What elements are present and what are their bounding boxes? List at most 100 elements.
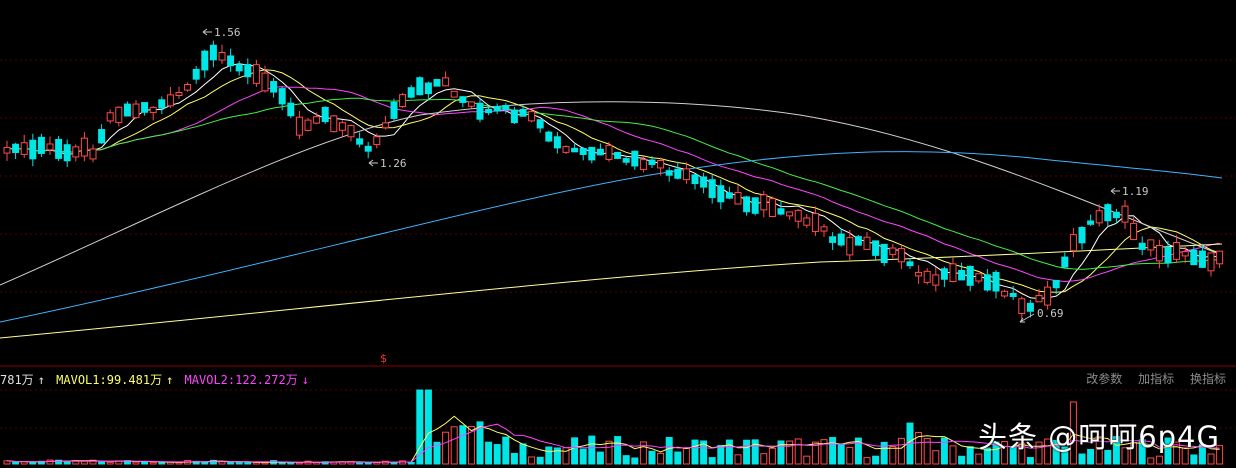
candle-up <box>132 103 140 119</box>
candle-up <box>20 142 28 155</box>
candle-down <box>751 197 759 214</box>
candle-up <box>915 271 923 277</box>
candle-down <box>364 145 372 152</box>
volume-bar-down <box>631 457 639 465</box>
candle-up <box>218 52 226 61</box>
vol-value: 781万 <box>0 373 34 387</box>
candle-up <box>1001 290 1009 297</box>
volume-bar-down <box>433 441 441 465</box>
volume-bar-down <box>751 439 759 465</box>
candle-down <box>37 136 45 154</box>
volume-bar-up <box>605 440 613 465</box>
volume-bar-down <box>992 441 1000 465</box>
volume-bar-up <box>1155 455 1163 465</box>
candle-down <box>1190 249 1198 266</box>
candle-down <box>235 64 243 72</box>
candle-up <box>1095 210 1103 224</box>
volume-bar-up <box>932 450 940 465</box>
candle-down <box>700 176 708 188</box>
volume-bar-up <box>175 462 183 465</box>
candle-down <box>1087 220 1095 225</box>
ma20-line <box>6 86 1220 283</box>
volume-bar-up <box>1173 441 1181 465</box>
mavol2-line <box>6 423 1220 463</box>
volume-bar-down <box>725 439 733 465</box>
candle-down <box>1009 292 1017 297</box>
volume-bar-down <box>407 461 415 465</box>
candle-down <box>123 103 131 117</box>
candle-up <box>1069 234 1077 252</box>
candle-up <box>80 137 88 157</box>
volume-bar-down <box>493 444 501 465</box>
candle-down <box>854 236 862 246</box>
candle-down <box>502 104 510 111</box>
candle-up <box>72 146 80 158</box>
volume-bar-down <box>1078 453 1086 465</box>
candle-down <box>1052 279 1060 289</box>
candle-up <box>863 236 871 250</box>
candle-up <box>1018 298 1026 314</box>
candle-up <box>562 146 570 153</box>
volume-bar-down <box>614 436 622 465</box>
candle-down <box>1198 250 1206 268</box>
candle-down <box>424 82 432 95</box>
candle-down <box>476 102 484 120</box>
price-annotations: 1.56 1.26 1.19 0.69 $ <box>202 26 1149 365</box>
volume-bar-up <box>846 446 854 465</box>
candle-up <box>846 237 854 256</box>
volume-bar-up <box>1181 447 1189 465</box>
volume-bar-up <box>794 438 802 465</box>
volume-bar-down <box>1052 439 1060 465</box>
volume-bar-up <box>1044 438 1052 465</box>
modify-params-button[interactable]: 改参数 <box>1086 372 1123 386</box>
volume-bar-down <box>665 436 673 465</box>
candle-up <box>528 111 536 122</box>
volume-bar-down <box>519 443 527 465</box>
candle-up <box>467 101 475 107</box>
change-indicator-button[interactable]: 换指标 <box>1189 372 1226 386</box>
volume-bar-down <box>63 461 71 465</box>
volume-bar-up <box>923 437 931 465</box>
candle-down <box>596 148 604 156</box>
volume-bar-up <box>768 447 776 465</box>
candle-down <box>63 144 71 162</box>
volume-bar-down <box>1061 446 1069 465</box>
candle-up <box>1173 242 1181 260</box>
add-indicator-button[interactable]: 加指标 <box>1138 372 1175 386</box>
candle-up <box>381 122 389 129</box>
vol-arrow: ↑ <box>37 373 45 387</box>
annotation-arrow <box>1019 313 1035 323</box>
candle-up <box>820 226 828 232</box>
candle-down <box>244 64 252 78</box>
volume-legend: 781万 ↑ MAVOL1:99.481万 ↑ MAVOL2:122.272万 ↓ <box>0 371 313 388</box>
candle-up <box>347 125 355 138</box>
volume-bar-down <box>287 462 295 465</box>
candle-up <box>1130 222 1138 241</box>
candle-down <box>725 192 733 199</box>
candle-down <box>829 236 837 243</box>
volume-bar-up <box>442 431 450 465</box>
candle-down <box>55 138 63 159</box>
annotation-arrow <box>202 28 212 36</box>
candle-up <box>295 116 303 136</box>
volume-bar-up <box>1018 442 1026 465</box>
volume-bar-up <box>1069 401 1077 465</box>
candle-up <box>330 115 338 133</box>
indicator-toolbar: 改参数 加指标 换指标 <box>1074 370 1226 387</box>
volume-bar-up <box>261 462 269 465</box>
candle-down <box>536 119 544 129</box>
volume-bar-down <box>648 450 656 465</box>
candle-up <box>106 112 114 122</box>
candle-down <box>906 261 914 267</box>
candle-down <box>510 109 518 124</box>
volume-bar-down <box>278 462 286 465</box>
candle-down <box>356 138 364 145</box>
candle-up <box>3 146 11 154</box>
volume-bar-down <box>674 451 682 465</box>
candle-up <box>304 119 312 131</box>
volume-bar-down <box>459 425 467 465</box>
volume-bar-down <box>424 389 432 465</box>
candle-up <box>89 148 97 160</box>
candle-up <box>1181 251 1189 257</box>
